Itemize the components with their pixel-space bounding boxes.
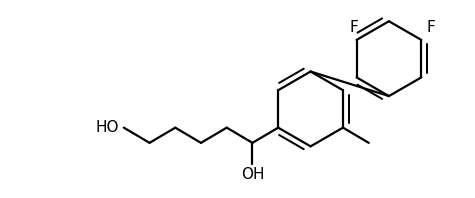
Text: F: F xyxy=(426,20,435,35)
Text: HO: HO xyxy=(95,120,119,135)
Text: OH: OH xyxy=(241,168,264,182)
Text: F: F xyxy=(350,20,359,35)
